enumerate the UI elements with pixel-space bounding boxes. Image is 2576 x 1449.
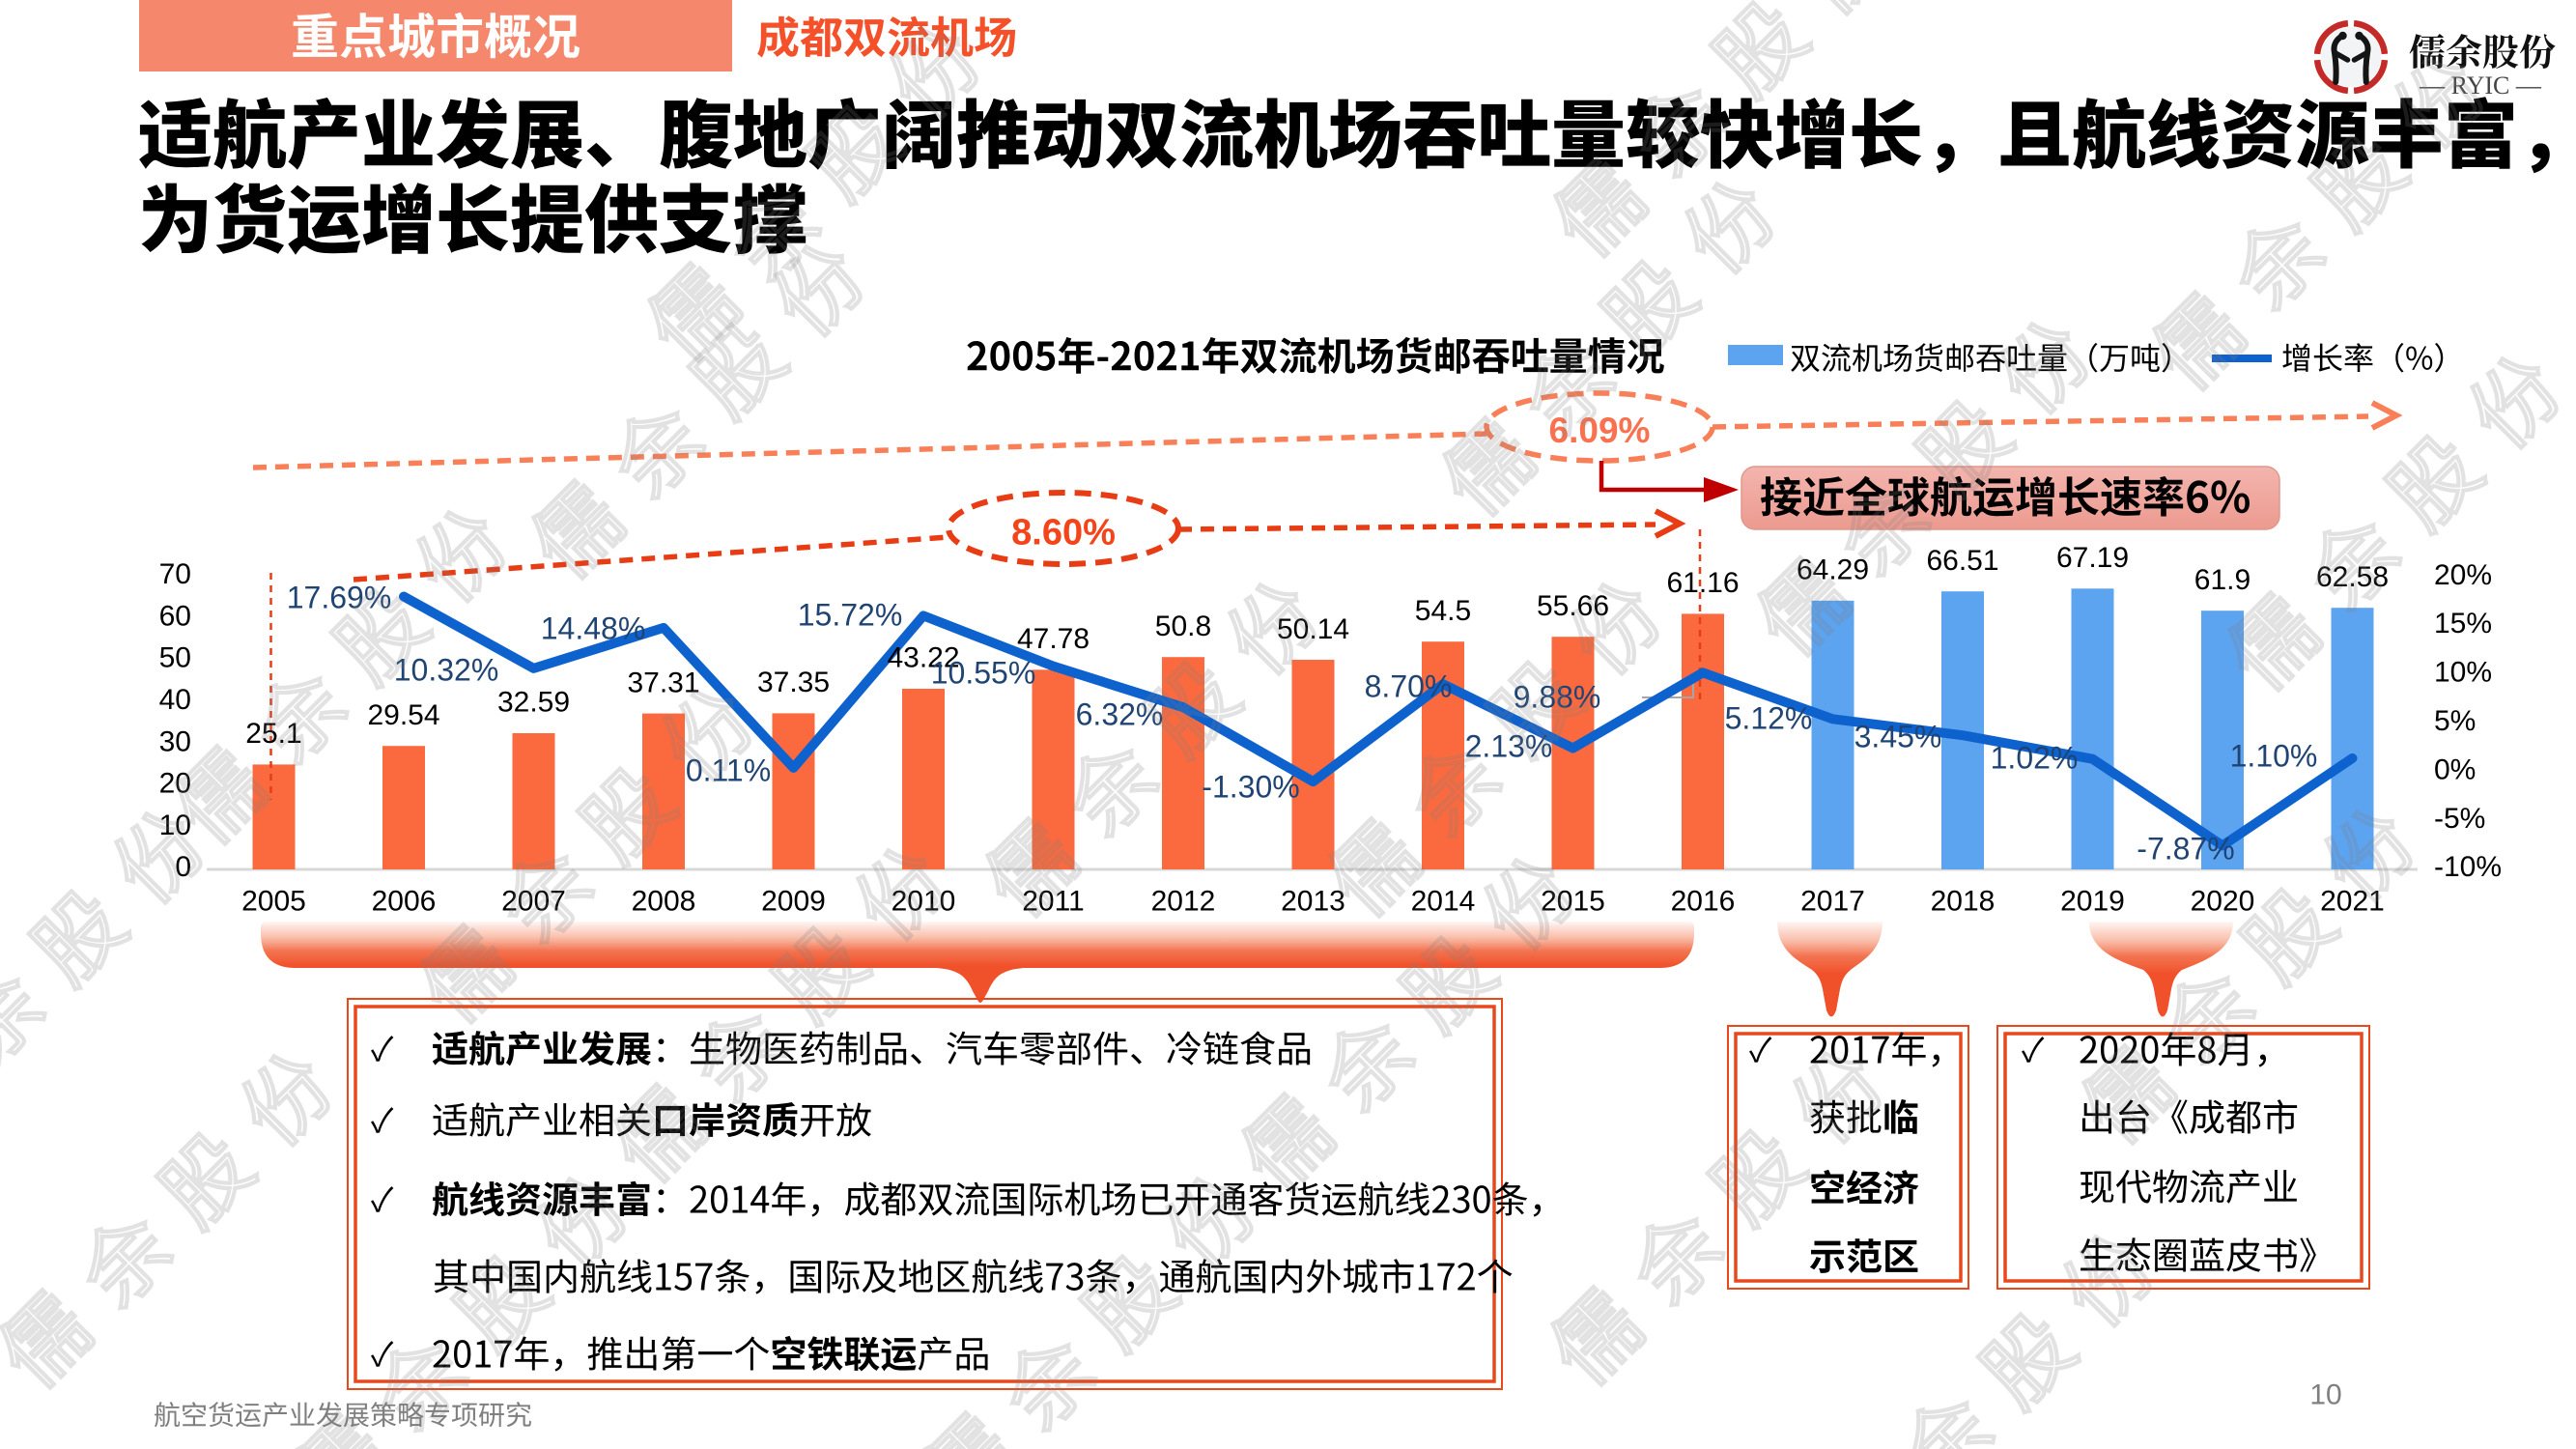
svg-text:30: 30 [159, 725, 191, 757]
svg-text:50: 50 [159, 642, 191, 674]
svg-text:10%: 10% [2434, 657, 2492, 689]
svg-text:2019: 2019 [2060, 886, 2125, 918]
svg-text:6.32%: 6.32% [1076, 697, 1164, 732]
svg-text:2012: 2012 [1151, 886, 1216, 918]
svg-text:54.5: 54.5 [1415, 595, 1471, 627]
svg-text:2020: 2020 [2191, 886, 2255, 918]
svg-text:43.22: 43.22 [887, 642, 959, 674]
svg-text:2013: 2013 [1281, 886, 1345, 918]
svg-text:8.70%: 8.70% [1365, 669, 1453, 704]
svg-text:5.12%: 5.12% [1725, 701, 1813, 736]
svg-text:37.31: 37.31 [627, 667, 699, 698]
svg-text:61.9: 61.9 [2194, 564, 2250, 596]
svg-text:32.59: 32.59 [497, 687, 570, 719]
svg-text:2018: 2018 [1931, 886, 1996, 918]
svg-text:10.32%: 10.32% [394, 653, 499, 688]
svg-text:66.51: 66.51 [1926, 545, 1998, 577]
svg-text:— RYIC —: — RYIC — [2419, 71, 2542, 99]
svg-text:2006: 2006 [372, 886, 437, 918]
svg-text:-10%: -10% [2434, 851, 2502, 883]
svg-text:14.48%: 14.48% [541, 611, 646, 646]
svg-text:8.60%: 8.60% [1011, 513, 1116, 554]
svg-text:-5%: -5% [2434, 803, 2485, 835]
svg-text:3.45%: 3.45% [1854, 720, 1942, 754]
svg-text:2014: 2014 [1411, 886, 1476, 918]
svg-text:0%: 0% [2434, 753, 2476, 785]
svg-text:2005: 2005 [241, 886, 306, 918]
svg-text:2017: 2017 [1800, 886, 1865, 918]
svg-text:2016: 2016 [1671, 886, 1736, 918]
svg-text:47.78: 47.78 [1017, 623, 1090, 655]
svg-text:2009: 2009 [761, 886, 826, 918]
svg-text:2008: 2008 [632, 886, 696, 918]
svg-text:10: 10 [2309, 1379, 2341, 1411]
svg-text:5%: 5% [2434, 705, 2476, 737]
svg-text:70: 70 [159, 558, 191, 590]
svg-text:15%: 15% [2434, 608, 2492, 639]
svg-text:60: 60 [159, 600, 191, 632]
svg-text:15.72%: 15.72% [798, 598, 903, 633]
svg-text:1.02%: 1.02% [1991, 741, 2079, 776]
svg-text:40: 40 [159, 684, 191, 716]
svg-text:10.55%: 10.55% [931, 656, 1036, 691]
svg-text:61.16: 61.16 [1666, 567, 1739, 599]
svg-text:37.35: 37.35 [757, 667, 830, 698]
svg-text:67.19: 67.19 [2056, 542, 2129, 574]
svg-text:-7.87%: -7.87% [2137, 832, 2234, 867]
svg-text:50.8: 50.8 [1155, 611, 1211, 642]
svg-text:1.10%: 1.10% [2230, 739, 2318, 774]
svg-text:-1.30%: -1.30% [1202, 770, 1299, 805]
svg-text:29.54: 29.54 [367, 699, 439, 731]
svg-text:20%: 20% [2434, 559, 2492, 591]
